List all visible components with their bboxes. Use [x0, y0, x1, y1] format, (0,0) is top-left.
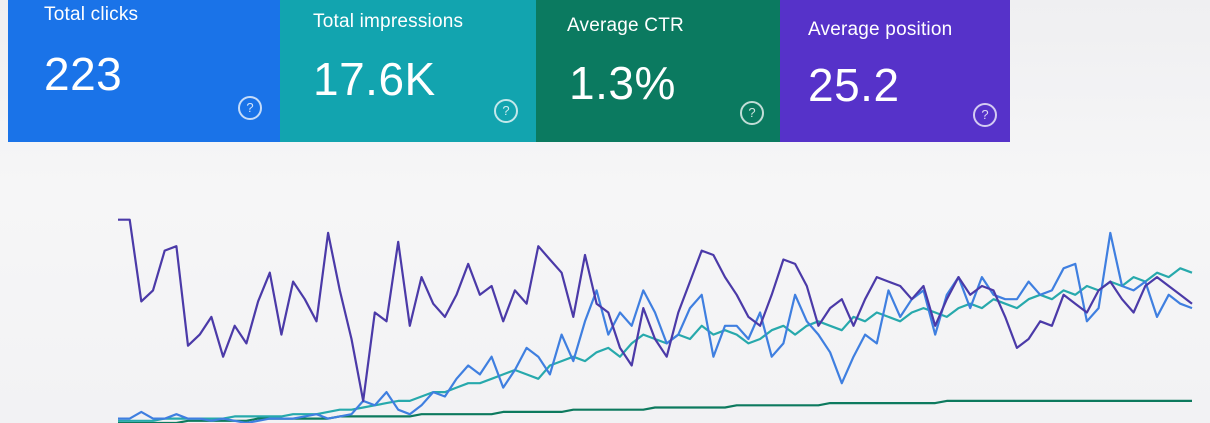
help-icon[interactable]: ?	[494, 99, 518, 123]
metric-card-total-impressions[interactable]: Total impressions 17.6K ?	[280, 0, 536, 142]
metric-card-total-clicks[interactable]: Total clicks 223 ?	[8, 0, 280, 142]
help-icon[interactable]: ?	[740, 101, 764, 125]
line-chart-canvas	[118, 218, 1193, 423]
metric-card-average-position[interactable]: Average position 25.2 ?	[780, 0, 1010, 142]
metric-value-average-position: 25.2	[808, 59, 900, 111]
metric-value-total-clicks: 223	[44, 48, 123, 100]
series-line-2	[118, 267, 1193, 422]
metric-value-average-ctr: 1.3%	[569, 57, 676, 109]
help-icon[interactable]: ?	[238, 96, 262, 120]
help-icon[interactable]: ?	[973, 103, 997, 127]
series-line-0	[118, 218, 1193, 402]
series-line-1	[118, 231, 1193, 423]
metric-label-average-ctr: Average CTR	[567, 15, 684, 36]
metric-cards: Total clicks 223 ? Total impressions 17.…	[0, 0, 1210, 142]
performance-line-chart	[0, 142, 1210, 423]
metric-value-total-impressions: 17.6K	[313, 53, 436, 105]
metric-label-total-impressions: Total impressions	[313, 11, 464, 32]
metric-label-average-position: Average position	[808, 19, 953, 40]
metric-label-total-clicks: Total clicks	[44, 4, 139, 25]
metric-card-average-ctr[interactable]: Average CTR 1.3% ?	[536, 0, 780, 142]
